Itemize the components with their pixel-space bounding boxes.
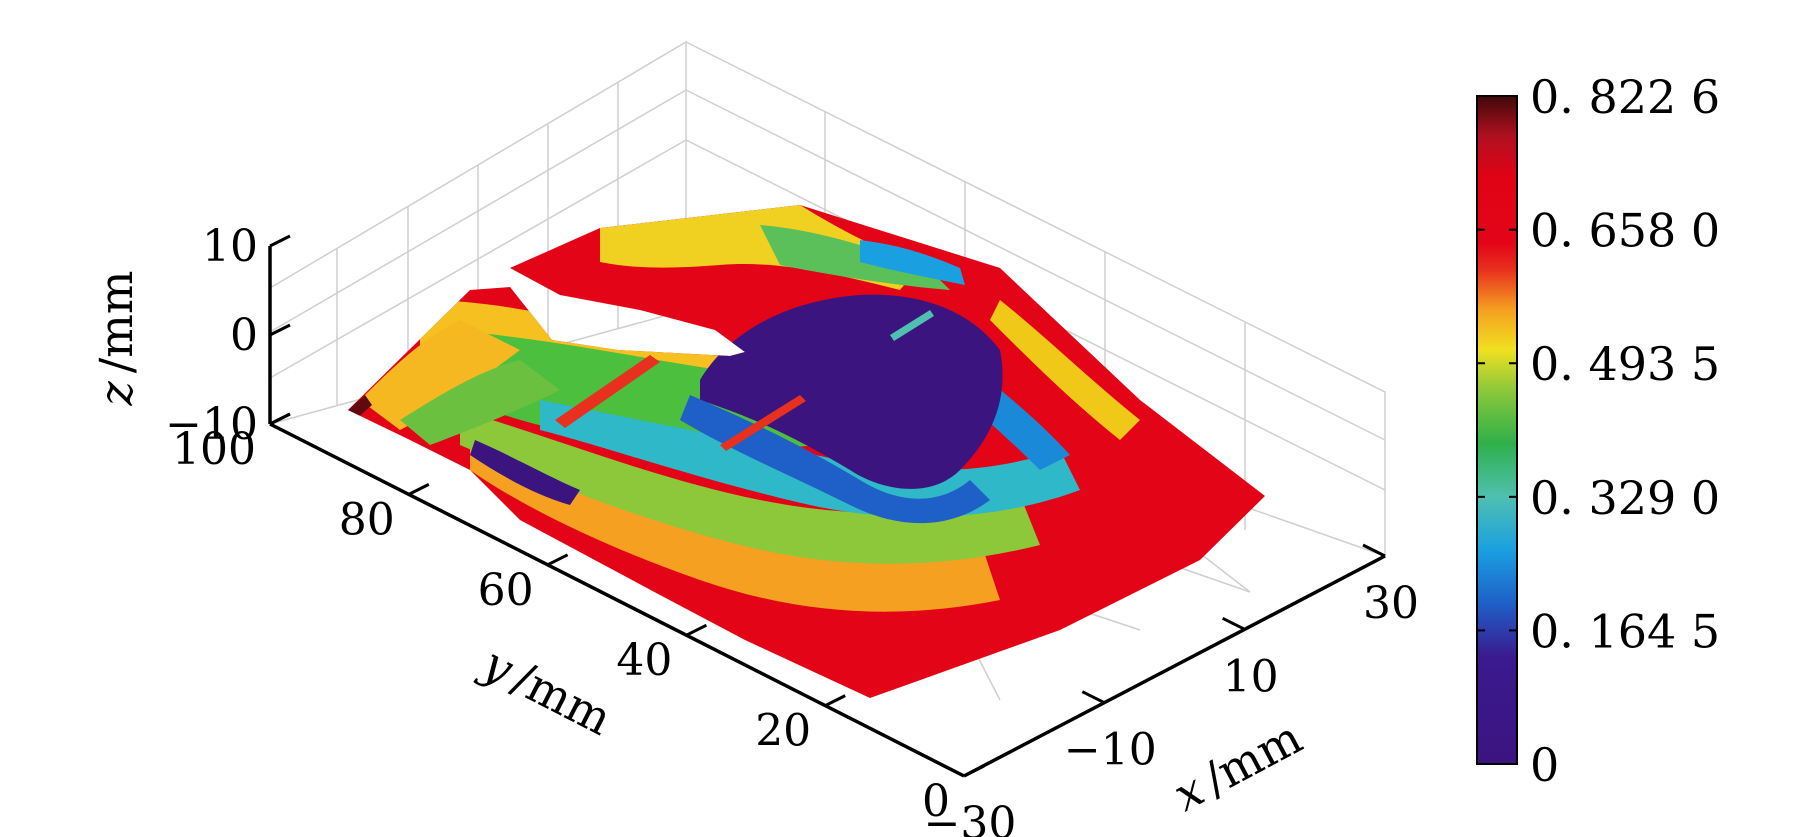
y-tick-label: 20 bbox=[755, 706, 811, 757]
colorbar: 0 0. 164 5 0. 329 0 0. 493 5 0. 658 0 0. 822 … bbox=[1476, 70, 1720, 792]
z-tick-label: −10 bbox=[165, 399, 258, 450]
z-axis-label-unit: /mm bbox=[89, 271, 143, 374]
surface-plot bbox=[348, 205, 1265, 698]
colorbar-tick-label: 0. 329 0 bbox=[1530, 471, 1720, 525]
grid-z-line-right-0 bbox=[685, 89, 1386, 441]
y-tick-mark bbox=[269, 412, 291, 426]
tick-marks bbox=[269, 234, 1386, 778]
colorbar-tick-label: 0 bbox=[1530, 738, 1559, 792]
x-tick-mark bbox=[1221, 616, 1246, 631]
x-axis-label-unit: /mm bbox=[1194, 710, 1310, 806]
x-axis-label-group: x/mm bbox=[1164, 710, 1310, 822]
z-tick-label: 10 bbox=[202, 221, 258, 272]
y-tick-mark bbox=[685, 623, 708, 637]
x-axis-label: x/mm bbox=[1164, 710, 1310, 822]
surface-ribbon-back-green bbox=[760, 225, 950, 290]
y-tick-label: 60 bbox=[478, 565, 534, 616]
z-tick-label: 0 bbox=[230, 310, 258, 361]
z-axis-label-var: z bbox=[89, 381, 143, 407]
y-tick-label: 40 bbox=[616, 635, 672, 686]
y-tick-mark bbox=[408, 483, 430, 496]
surface-region-purple-main bbox=[700, 294, 1003, 489]
y-axis-line bbox=[269, 422, 965, 778]
surface-slot-center bbox=[890, 310, 934, 341]
z-tick-mark bbox=[269, 234, 291, 248]
y-tick-label: 100 bbox=[172, 424, 256, 475]
x-tick-label: 10 bbox=[1223, 651, 1279, 702]
z-axis-label: z/mm bbox=[89, 271, 143, 407]
y-axis-label-unit: /mm bbox=[504, 651, 620, 746]
colorbar-gradient bbox=[1476, 95, 1518, 765]
colorbar-tick-label: 0. 164 5 bbox=[1530, 604, 1720, 658]
surface-band-green-front bbox=[460, 410, 1040, 564]
grid-right-wall-outline bbox=[685, 41, 1386, 556]
y-tick-mark bbox=[824, 694, 846, 707]
surface-ribbon-back-blue bbox=[860, 240, 965, 285]
x-tick-mark bbox=[1362, 543, 1386, 558]
y-tick-label: 0 bbox=[922, 776, 950, 827]
surface-band-yellow-front bbox=[470, 440, 1000, 612]
surface-slot-right bbox=[720, 395, 806, 451]
x-tick-label: 30 bbox=[1363, 578, 1419, 629]
colorbar-tick-label: 0. 658 0 bbox=[1530, 204, 1720, 258]
colorbar-tick-label: 0. 822 6 bbox=[1530, 70, 1720, 124]
z-tick-mark bbox=[269, 323, 291, 337]
colorbar-ticks: 0 0. 164 5 0. 329 0 0. 493 5 0. 658 0 0. 822 … bbox=[1477, 70, 1720, 792]
surface-left-lobe-yellow bbox=[360, 320, 520, 430]
colorbar-tick-label: 0. 493 5 bbox=[1530, 337, 1720, 391]
surface-strip-right bbox=[990, 300, 1140, 440]
x-tick-label: −10 bbox=[1064, 725, 1157, 776]
y-axis-label: y/mm bbox=[472, 635, 620, 746]
surface-slot-left bbox=[555, 355, 660, 428]
x-tick-mark bbox=[1081, 690, 1106, 705]
x-axis-line bbox=[963, 554, 1386, 778]
x-tick-mark bbox=[941, 763, 965, 778]
y-tick-mark bbox=[546, 553, 569, 567]
y-tick-mark bbox=[963, 764, 985, 778]
surface-left-lobe-purple bbox=[470, 440, 580, 505]
surface-left-lobe-green bbox=[400, 360, 560, 445]
z-axis-label-group: z/mm bbox=[89, 271, 143, 407]
x-tick-label: −30 bbox=[924, 798, 1017, 837]
y-axis-label-group: y/mm bbox=[472, 635, 620, 746]
y-tick-label: 80 bbox=[339, 494, 395, 545]
